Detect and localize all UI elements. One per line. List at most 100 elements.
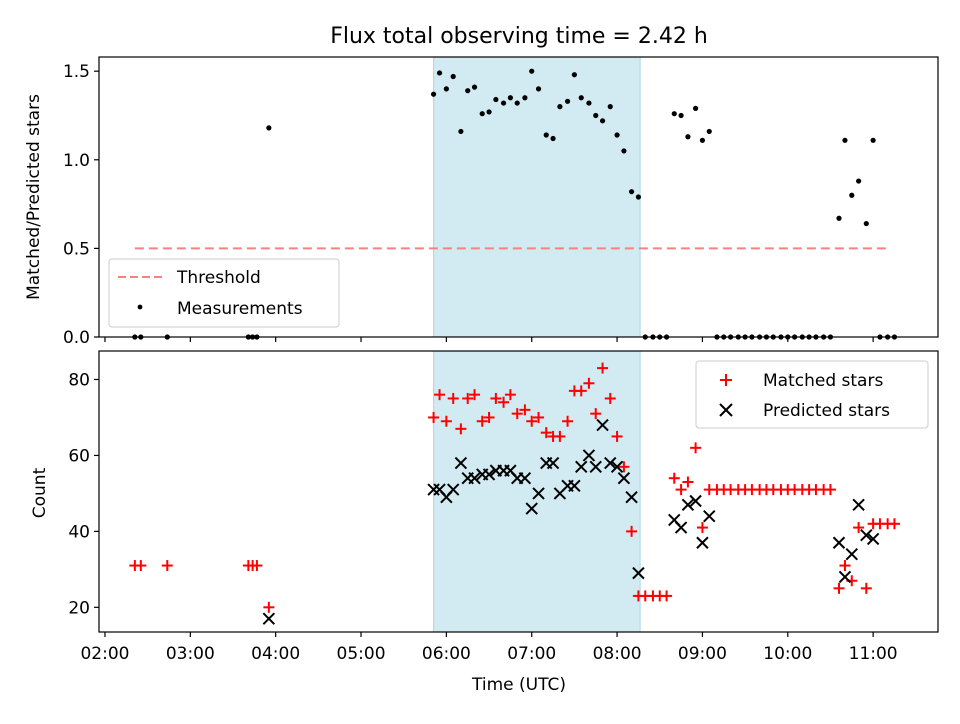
predicted-marker-b <box>446 483 460 496</box>
predicted-marker-b <box>482 468 496 481</box>
predicted-marker-b <box>525 502 538 515</box>
predicted-star-point <box>632 566 645 580</box>
matched-star-point <box>604 392 616 404</box>
top-observing-interval <box>433 56 641 338</box>
predicted-star-point <box>262 612 276 625</box>
bottom-x-tick-label: 04:00 <box>251 644 300 664</box>
predicted-star-point <box>532 487 545 500</box>
predicted-marker-b <box>838 570 852 584</box>
matched-star-point <box>251 560 263 572</box>
measurement-point <box>458 128 464 135</box>
measurement-point <box>535 86 542 92</box>
bottom-y-axis: 20 40 60 80 <box>68 370 99 618</box>
predicted-marker-b <box>866 532 880 546</box>
predicted-legend-label: Predicted stars <box>763 401 890 421</box>
predicted-star-point <box>525 502 538 515</box>
bottom-legend: Matched stars Predicted stars <box>695 360 929 429</box>
matched-star-point <box>490 392 502 404</box>
x-axis-label: Time (UTC) <box>471 675 566 695</box>
predicted-star-point <box>589 460 602 474</box>
top-legend: Threshold Measurements <box>108 258 340 328</box>
matched-star-point <box>888 518 900 530</box>
bottom-x-tick-label: 11:00 <box>849 644 898 664</box>
matched-star-point <box>853 522 865 534</box>
predicted-star-point <box>518 472 532 485</box>
matched-star-point <box>483 411 495 423</box>
predicted-star-point <box>454 456 468 470</box>
measurement-point <box>430 91 437 97</box>
predicted-star-point <box>546 456 560 470</box>
bottom-x-tick-label: 10:00 <box>763 644 812 664</box>
top-y-axis: 0.0 0.5 1.0 1.5 <box>63 62 99 348</box>
matched-star-point <box>161 560 173 572</box>
predicted-marker-b <box>454 456 468 470</box>
predicted-marker-b <box>845 547 859 561</box>
measurement-point <box>586 100 592 106</box>
matched-star-point <box>597 362 609 374</box>
matched-stars-series <box>129 362 900 613</box>
predicted-marker-b <box>604 456 617 470</box>
measurement-point <box>836 215 842 221</box>
predicted-star-point <box>674 521 688 534</box>
bottom-x-tick-label: 06:00 <box>422 644 471 664</box>
predicted-star-point <box>446 483 460 496</box>
predicted-star-point <box>681 498 695 511</box>
predicted-marker-b <box>625 490 638 504</box>
predicted-marker-b <box>832 536 846 549</box>
predicted-star-point <box>482 468 496 481</box>
matched-star-point <box>690 442 702 454</box>
measurement-point <box>465 88 471 94</box>
top-y-tick-label: 1.5 <box>63 62 90 82</box>
matched-star-point <box>583 377 595 389</box>
predicted-marker-b <box>468 472 481 485</box>
measurement-point <box>479 111 485 117</box>
predicted-marker-b <box>518 472 532 485</box>
predicted-star-point <box>582 449 596 462</box>
matched-star-point <box>668 472 680 484</box>
predicted-marker-b <box>532 487 545 500</box>
measurement-point <box>450 73 456 80</box>
matched-legend-label: Matched stars <box>763 371 883 391</box>
measurement-point <box>500 100 507 106</box>
predicted-marker-b <box>632 566 645 580</box>
matched-star-point <box>440 415 452 427</box>
measurement-point <box>507 95 513 101</box>
predicted-star-point <box>596 418 609 432</box>
matched-star-point <box>554 430 566 442</box>
predicted-star-point <box>696 536 709 549</box>
measurement-point <box>621 148 627 154</box>
matched-star-point <box>498 396 510 408</box>
top-y-tick-label: 1.0 <box>63 151 90 171</box>
matched-star-point <box>540 427 552 439</box>
measurement-point <box>599 118 606 124</box>
measurement-point <box>436 70 443 76</box>
top-y-axis-label: Matched/Predicted stars <box>24 94 44 300</box>
bottom-y-tick-label: 40 <box>68 522 90 542</box>
matched-star-point <box>824 484 836 496</box>
predicted-marker-b <box>262 612 276 625</box>
predicted-star-point <box>625 490 638 504</box>
matched-star-point <box>860 582 872 594</box>
measurements-legend-swatch <box>137 304 143 310</box>
matched-legend-swatch <box>720 374 732 386</box>
matched-star-point <box>462 392 474 404</box>
top-x-axis <box>104 337 874 342</box>
predicted-marker-b <box>696 536 709 549</box>
matched-star-point <box>575 385 587 397</box>
matched-star-point <box>618 461 630 473</box>
matched-star-point <box>135 560 147 572</box>
predicted-star-point <box>689 494 702 508</box>
measurement-point <box>543 132 549 138</box>
top-shaded-span <box>433 56 641 338</box>
bottom-x-tick-label: 03:00 <box>166 644 215 664</box>
measurement-point <box>266 125 272 131</box>
bottom-x-tick-label: 07:00 <box>507 644 556 664</box>
matched-star-point <box>447 392 459 404</box>
predicted-star-point <box>617 472 631 485</box>
measurement-point <box>571 72 578 78</box>
predicted-star-point <box>468 472 481 485</box>
matched-star-point <box>511 408 523 420</box>
predicted-star-point <box>852 498 865 511</box>
top-y-tick-label: 0.0 <box>63 328 90 348</box>
measurement-point <box>628 189 635 195</box>
